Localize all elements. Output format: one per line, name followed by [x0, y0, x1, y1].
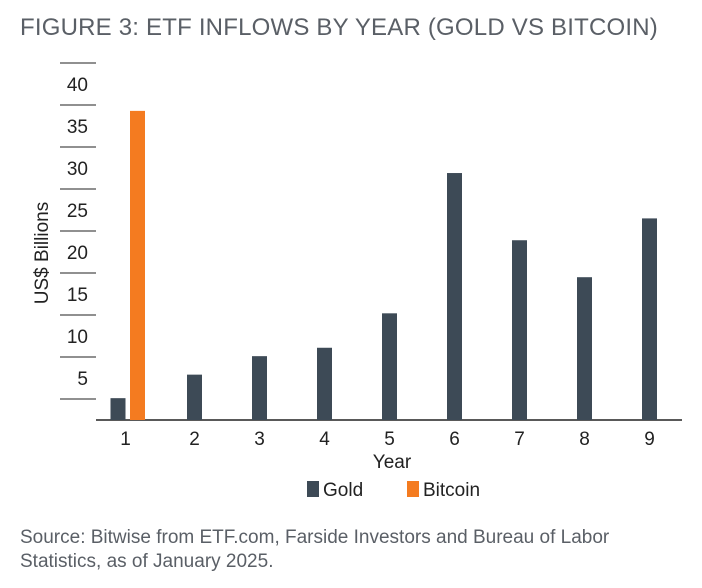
bar-gold-year-5: [382, 313, 397, 420]
y-axis-label: US$ Billions: [32, 202, 53, 304]
legend: Gold Bitcoin: [307, 480, 480, 501]
y-tick-label: 30: [67, 159, 88, 180]
x-tick-label: 8: [579, 429, 590, 450]
legend-label-gold: Gold: [323, 480, 363, 501]
x-tick-label: 5: [384, 429, 395, 450]
legend-swatch-bitcoin: [407, 481, 419, 497]
source-note: Source: Bitwise from ETF.com, Farside In…: [20, 527, 610, 572]
x-tick-label: 3: [254, 429, 265, 450]
legend-swatch-gold: [307, 481, 319, 497]
y-tick-label: 20: [67, 243, 88, 264]
bar-chart: 5 10 15 20 25 30 35 40 1 2 3 4 5 6 7 8 9 Year US$ Billi…: [32, 62, 682, 501]
y-tick-label: 40: [67, 75, 88, 96]
x-tick-label: 9: [644, 429, 655, 450]
y-tick-label: 35: [67, 117, 88, 138]
bar-gold-year-7: [512, 240, 527, 420]
y-tick-label: 10: [67, 327, 88, 348]
bars: [110, 110, 657, 420]
y-tick-label: 25: [67, 201, 88, 222]
x-tick-label: 7: [514, 429, 525, 450]
bar-gold-year-9: [642, 218, 657, 420]
x-tick-label: 6: [449, 429, 460, 450]
x-tick-labels: 1 2 3 4 5 6 7 8 9: [120, 429, 655, 450]
bar-bitcoin-year-1: [130, 110, 145, 420]
x-tick-label: 2: [189, 429, 200, 450]
y-tick-label: 15: [67, 285, 88, 306]
x-axis-label: Year: [373, 452, 412, 473]
x-tick-label: 1: [120, 429, 131, 450]
bar-gold-year-4: [317, 347, 332, 420]
bar-gold-year-8: [577, 277, 592, 420]
y-tick-label: 5: [77, 369, 88, 390]
y-tick-labels: 5 10 15 20 25 30 35 40: [67, 75, 88, 390]
bar-gold-year-1: [110, 398, 126, 420]
bar-gold-year-6: [447, 173, 462, 420]
bar-gold-year-3: [252, 356, 267, 420]
bar-gold-year-2: [187, 374, 202, 420]
x-tick-label: 4: [319, 429, 330, 450]
legend-label-bitcoin: Bitcoin: [423, 480, 480, 501]
chart-title: FIGURE 3: ETF INFLOWS BY YEAR (GOLD VS B…: [20, 14, 658, 41]
